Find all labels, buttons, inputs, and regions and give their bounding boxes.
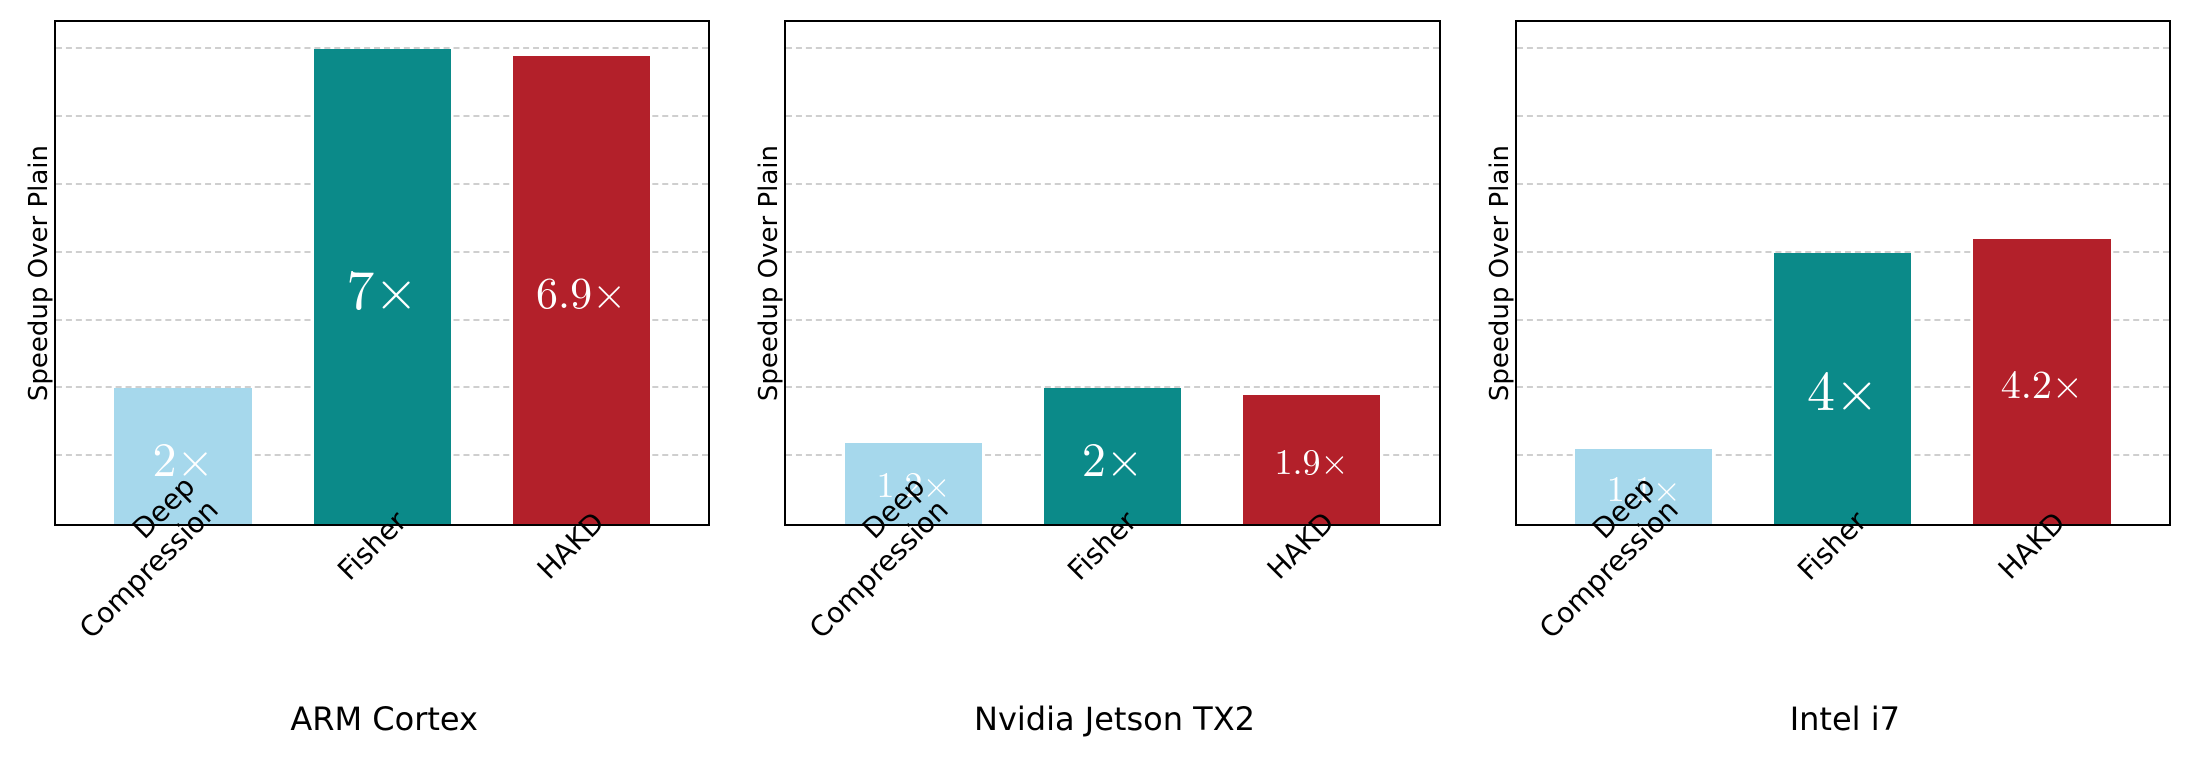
bar-value-label: 7× [346, 259, 418, 315]
bar-value-label: 4.2× [2001, 362, 2083, 402]
xlabel-slot: HAKD [1225, 526, 1400, 706]
xlabel-slot: Fisher [1027, 526, 1202, 706]
bar-value-label: 2× [152, 432, 213, 480]
y-axis-label: Speedup Over Plain [1481, 145, 1515, 401]
plot-row: Speedup Over Plain 1.1× 4× 4.2× [1481, 20, 2171, 526]
bar-slot: 2× [1024, 22, 1200, 524]
bar: 1.9× [1243, 395, 1380, 524]
bar-slot: 1.2× [825, 22, 1001, 524]
bar-value-label: 6.9× [536, 268, 626, 312]
x-axis-labels: Deep CompressionFisherHAKD [58, 526, 710, 706]
bar: 7× [314, 49, 451, 524]
xlabel-slot: HAKD [494, 526, 669, 706]
panel-nvidia-jetson: Speedup Over Plain 1.2× 2× 1.9× Deep Compr… [750, 20, 1440, 738]
x-axis-labels: Deep CompressionFisherHAKD [1519, 526, 2171, 706]
bars-container: 2× 7× 6.9× [56, 22, 708, 524]
bar-value-label: 2× [1082, 432, 1143, 480]
bar-slot: 4× [1755, 22, 1931, 524]
xlabel-slot: Deep Compression [830, 526, 1005, 706]
x-axis-labels: Deep CompressionFisherHAKD [788, 526, 1440, 706]
xlabel-slot: Fisher [1757, 526, 1932, 706]
bar-value-label: 1.9× [1274, 442, 1348, 478]
panel-arm-cortex: Speedup Over Plain 2× 7× 6.9× Deep Compres… [20, 20, 710, 738]
bar: 2× [1044, 388, 1181, 524]
y-axis-label: Speedup Over Plain [20, 145, 54, 401]
chart-panels: Speedup Over Plain 2× 7× 6.9× Deep Compres… [20, 20, 2171, 738]
plot-row: Speedup Over Plain 1.2× 2× 1.9× [750, 20, 1440, 526]
plot-area: 1.2× 2× 1.9× [784, 20, 1440, 526]
xlabel-slot: HAKD [1955, 526, 2130, 706]
bar-slot: 1.1× [1556, 22, 1732, 524]
bars-container: 1.1× 4× 4.2× [1517, 22, 2169, 524]
panel-intel-i7: Speedup Over Plain 1.1× 4× 4.2× Deep Compr… [1481, 20, 2171, 738]
bar-slot: 4.2× [1954, 22, 2130, 524]
bar-value-label: 4× [1807, 360, 1879, 416]
plot-area: 1.1× 4× 4.2× [1515, 20, 2171, 526]
bar-slot: 7× [294, 22, 470, 524]
xlabel-slot: Deep Compression [1560, 526, 1735, 706]
plot-area: 2× 7× 6.9× [54, 20, 710, 526]
bar-slot: 1.9× [1223, 22, 1399, 524]
bar-slot: 6.9× [493, 22, 669, 524]
xlabel-slot: Deep Compression [99, 526, 274, 706]
plot-row: Speedup Over Plain 2× 7× 6.9× [20, 20, 710, 526]
bar: 4.2× [1973, 239, 2110, 524]
bar-slot: 2× [95, 22, 271, 524]
bar: 6.9× [513, 56, 650, 524]
bars-container: 1.2× 2× 1.9× [786, 22, 1438, 524]
bar: 4× [1774, 253, 1911, 524]
y-axis-label: Speedup Over Plain [750, 145, 784, 401]
xlabel-slot: Fisher [297, 526, 472, 706]
